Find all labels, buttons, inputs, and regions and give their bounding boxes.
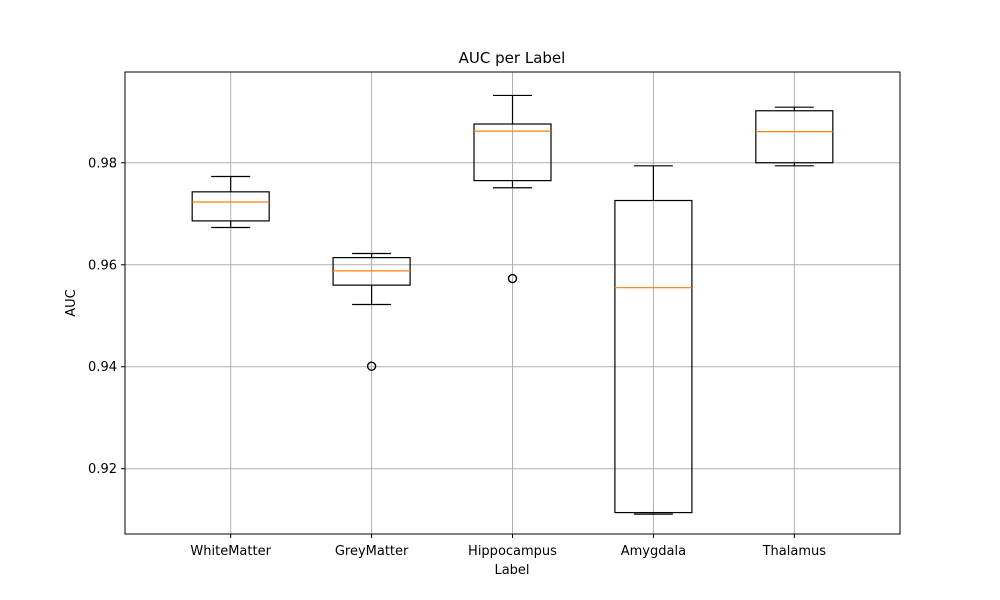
x-tick-label: WhiteMatter xyxy=(190,544,271,559)
x-tick-label: Hippocampus xyxy=(468,544,557,559)
iqr-box xyxy=(614,199,693,514)
iqr-box xyxy=(755,110,834,164)
box-group-amygdala xyxy=(614,165,693,515)
box-group-hippocampus xyxy=(473,94,552,284)
y-tick-label: 0.98 xyxy=(88,156,117,171)
grid-layer xyxy=(125,72,900,534)
box-group-greymatter xyxy=(332,252,411,371)
box-group-thalamus xyxy=(755,106,834,167)
outlier-point xyxy=(366,361,377,371)
chart-title: AUC per Label xyxy=(459,49,566,67)
plot-area-frame xyxy=(124,71,901,535)
x-tick-label: GreyMatter xyxy=(335,544,409,559)
y-tick-label: 0.94 xyxy=(88,360,117,375)
y-tick-label: 0.92 xyxy=(88,462,117,477)
iqr-box xyxy=(473,123,552,182)
y-axis-title: AUC xyxy=(64,289,79,317)
box-group-whitematter xyxy=(191,175,270,229)
iqr-box xyxy=(191,191,270,222)
y-tick-label: 0.96 xyxy=(88,258,117,273)
box-layer xyxy=(191,94,834,515)
x-tick-label: Amygdala xyxy=(621,544,686,559)
tick-layer: 0.92 0.94 0.96 0.98 WhiteMatter GreyMatter Hip… xyxy=(88,156,826,559)
x-tick-label: Thalamus xyxy=(762,544,827,559)
outlier-point xyxy=(507,273,518,284)
x-axis-title: Label xyxy=(494,563,529,578)
